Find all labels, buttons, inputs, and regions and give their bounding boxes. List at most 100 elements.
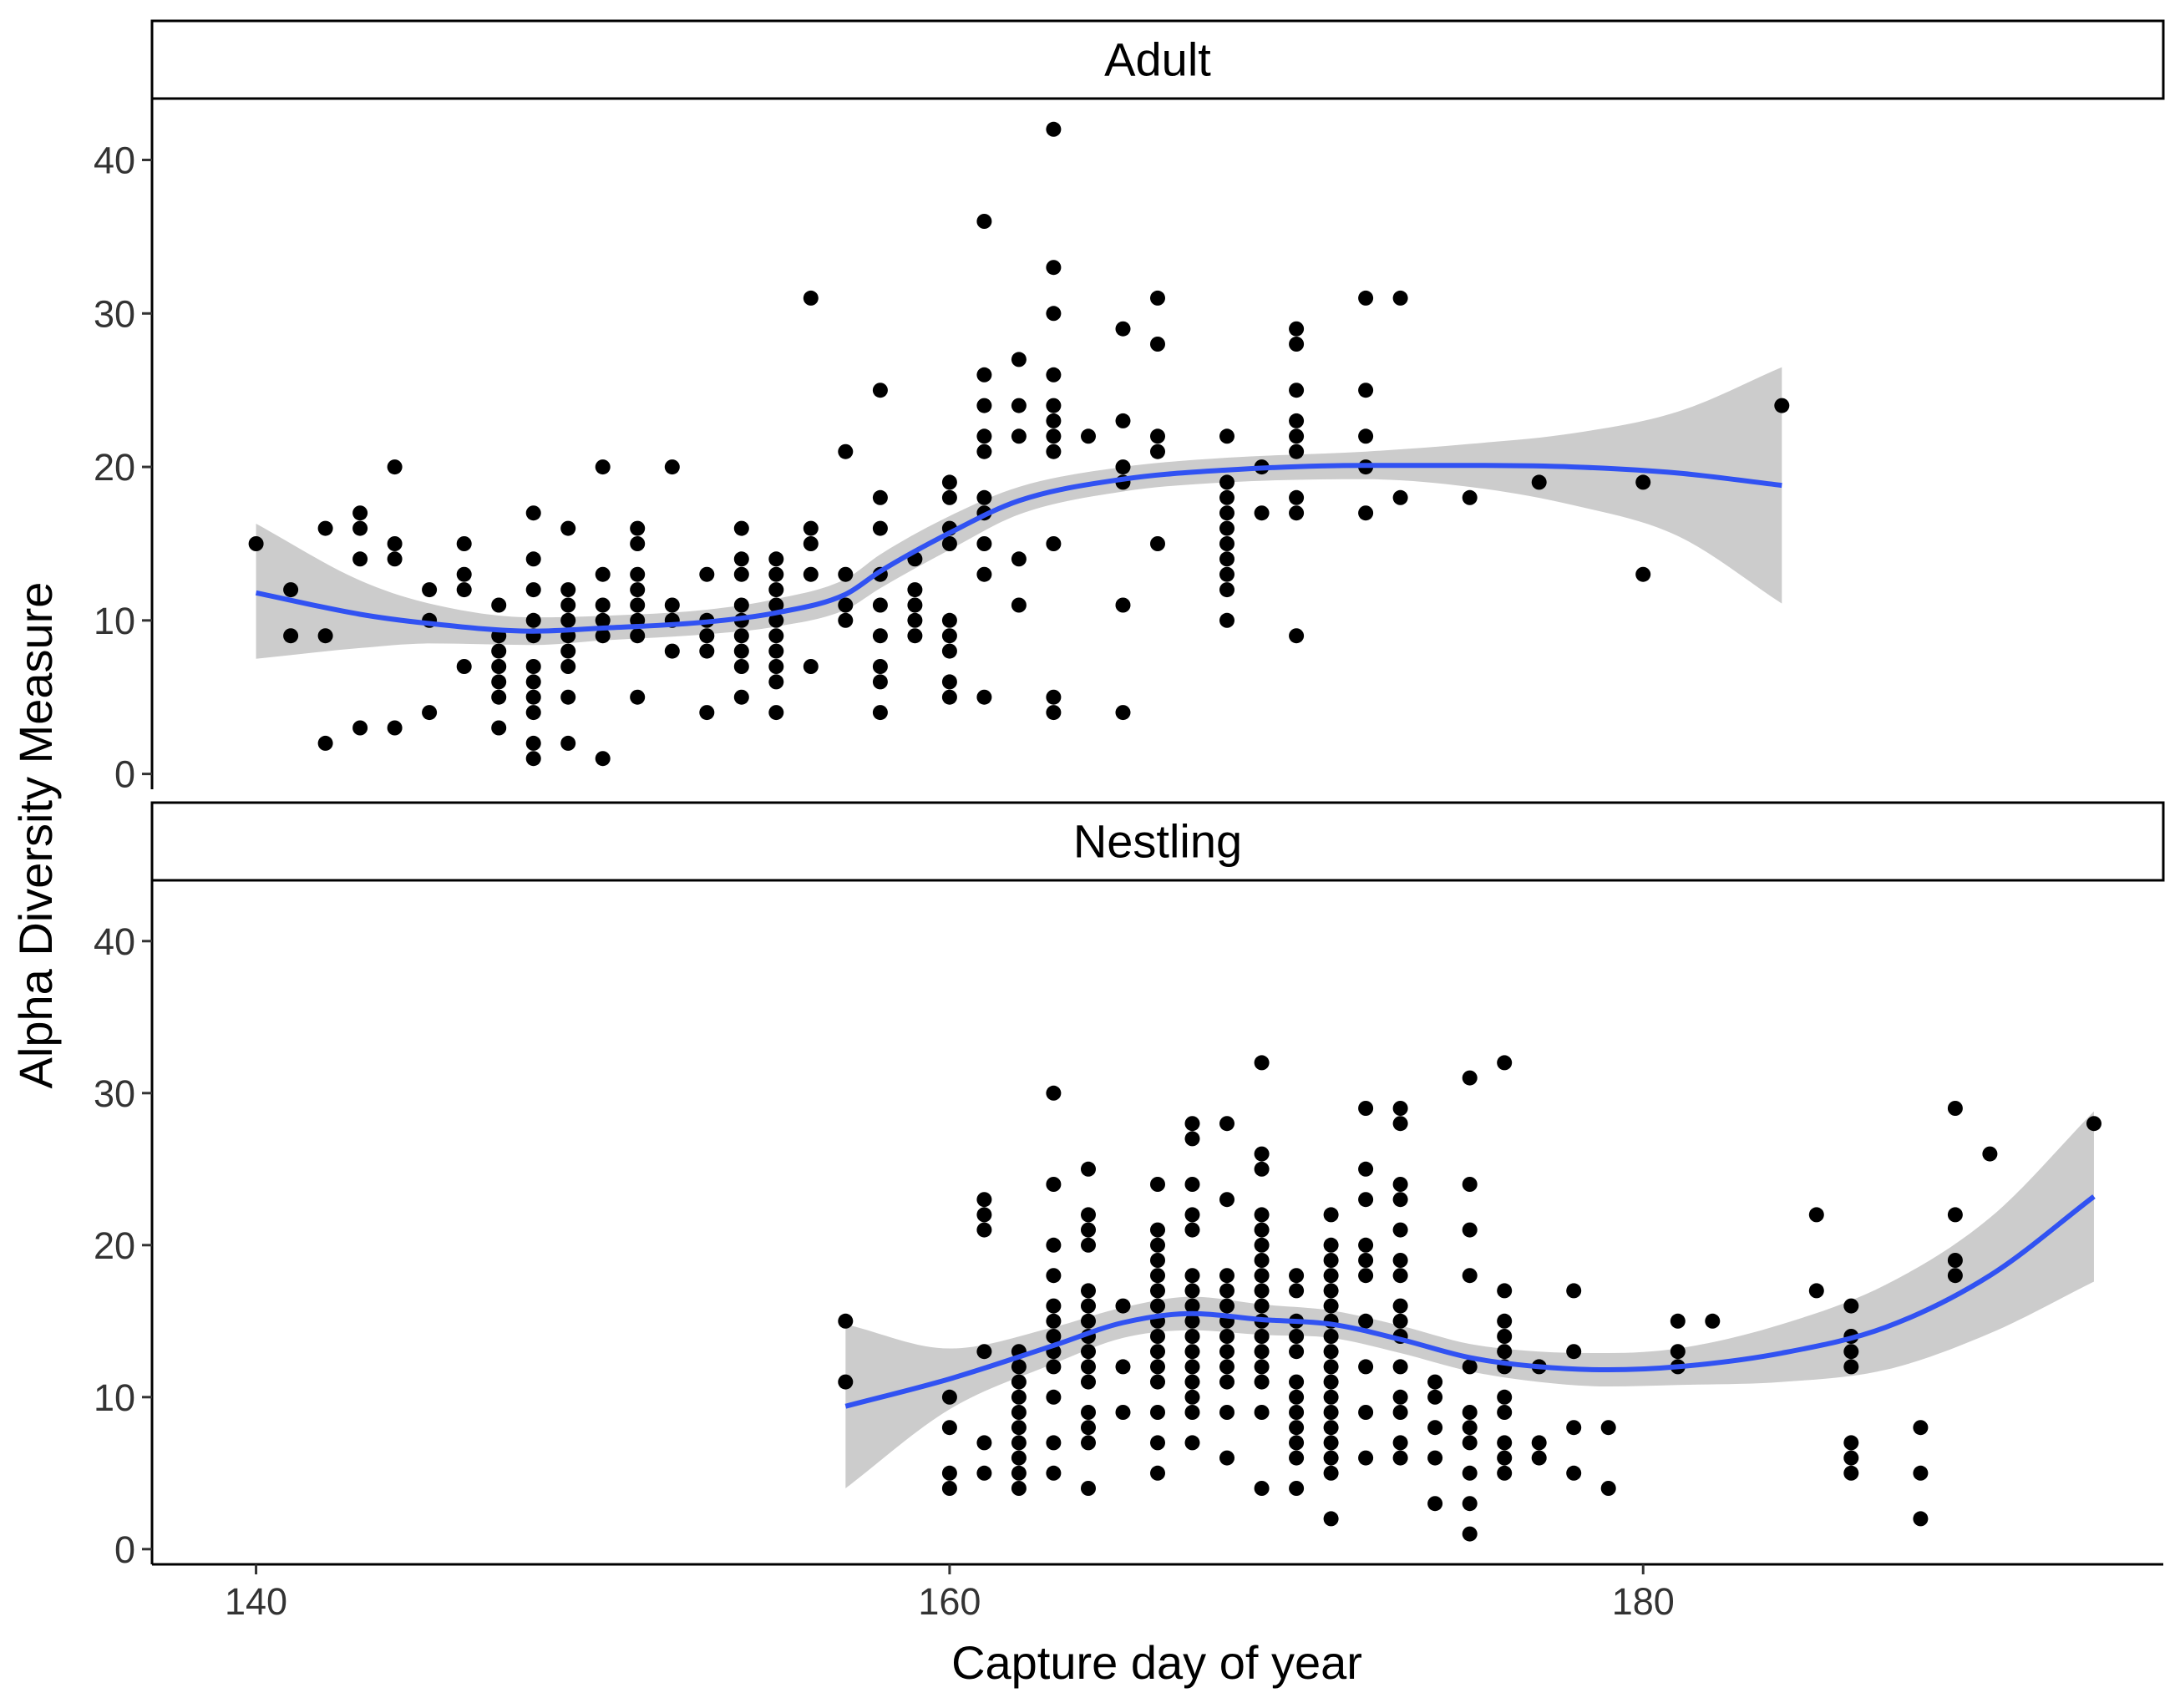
data-point (525, 612, 541, 628)
data-point (1184, 1268, 1200, 1284)
data-point (1462, 1420, 1478, 1436)
data-point (525, 551, 541, 567)
data-point (1462, 489, 1478, 505)
data-point (387, 536, 403, 551)
data-point (248, 536, 264, 551)
data-point (733, 551, 749, 567)
data-point (1913, 1420, 1929, 1436)
data-point (1358, 1161, 1374, 1177)
data-point (1081, 1481, 1096, 1496)
data-point (1219, 551, 1234, 567)
data-point (907, 597, 923, 613)
data-point (1150, 1222, 1165, 1238)
data-point (1392, 1389, 1408, 1405)
data-point (941, 689, 957, 705)
data-point (1184, 1131, 1200, 1147)
data-point (1531, 474, 1547, 490)
data-point (1011, 352, 1027, 367)
y-axis-title: Alpha Diversity Measure (9, 582, 62, 1089)
data-point (1046, 121, 1062, 137)
data-point (1392, 1116, 1408, 1132)
data-point (1705, 1313, 1721, 1329)
data-point (1046, 367, 1062, 383)
data-point (1046, 398, 1062, 413)
data-point (1115, 459, 1131, 475)
data-point (1531, 1450, 1547, 1466)
data-point (1843, 1435, 1859, 1451)
data-point (283, 582, 299, 598)
data-point (1219, 489, 1234, 505)
data-point (1358, 1450, 1374, 1466)
data-point (768, 628, 784, 644)
data-point (1115, 321, 1131, 337)
data-point (1046, 260, 1062, 276)
data-point (1289, 1435, 1305, 1451)
data-point (768, 551, 784, 567)
data-point (1046, 705, 1062, 721)
data-point (630, 628, 646, 644)
data-point (1184, 1435, 1200, 1451)
data-point (1497, 1450, 1513, 1466)
data-point (1254, 1298, 1270, 1314)
data-point (1497, 1055, 1513, 1071)
data-point (976, 1192, 992, 1208)
data-point (1323, 1329, 1339, 1344)
data-point (1947, 1207, 1963, 1223)
data-point (1081, 1283, 1096, 1299)
data-point (1254, 1481, 1270, 1496)
data-point (941, 1420, 957, 1436)
data-point (1323, 1344, 1339, 1360)
data-point (1081, 1420, 1096, 1436)
data-point (1150, 443, 1165, 459)
data-point (1046, 1359, 1062, 1375)
data-point (803, 659, 819, 674)
data-point (768, 597, 784, 613)
data-point (1219, 1374, 1234, 1390)
strip-label-nestling: Nestling (1073, 815, 1242, 868)
smooth-line-nestling (844, 1194, 2096, 1409)
data-point (1392, 1405, 1408, 1420)
data-point (733, 628, 749, 644)
data-point (1635, 566, 1651, 582)
data-point (1011, 1405, 1027, 1420)
data-point (560, 689, 576, 705)
data-point (1323, 1450, 1339, 1466)
data-point (838, 1374, 854, 1390)
data-point (664, 643, 680, 659)
data-point (1323, 1283, 1339, 1299)
data-point (1358, 1192, 1374, 1208)
data-point (1289, 1283, 1305, 1299)
x-tick-label: 160 (918, 1580, 981, 1623)
data-point (1600, 1420, 1616, 1436)
data-point (1462, 1268, 1478, 1284)
data-point (699, 566, 715, 582)
data-point (1254, 1374, 1270, 1390)
data-point (976, 689, 992, 705)
data-point (630, 520, 646, 536)
data-point (1184, 1207, 1200, 1223)
data-point (1011, 398, 1027, 413)
data-point (1358, 383, 1374, 398)
data-point (456, 536, 472, 551)
data-point (976, 566, 992, 582)
data-point (768, 582, 784, 598)
data-point (525, 582, 541, 598)
data-point (1254, 1237, 1270, 1253)
data-point (1358, 1101, 1374, 1116)
data-point (1358, 1313, 1374, 1329)
strip-adult (150, 19, 2165, 100)
data-point (1913, 1511, 1929, 1527)
data-point (699, 643, 715, 659)
data-point (1289, 1389, 1305, 1405)
data-point (1011, 1465, 1027, 1481)
data-point (1219, 582, 1234, 598)
data-point (1046, 689, 1062, 705)
data-point (1289, 1420, 1305, 1436)
data-point (1497, 1313, 1513, 1329)
data-point (1046, 413, 1062, 428)
data-point (1358, 505, 1374, 521)
data-point (1219, 566, 1234, 582)
data-point (976, 1465, 992, 1481)
data-point (976, 1435, 992, 1451)
data-point (1081, 1161, 1096, 1177)
